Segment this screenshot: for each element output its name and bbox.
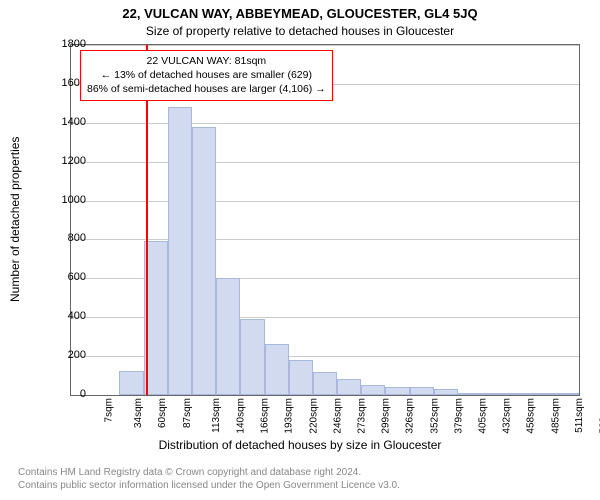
histogram-bar [313,372,337,395]
x-tick-label: 7sqm [104,398,115,422]
x-tick-label: 273sqm [357,398,368,434]
x-tick-label: 193sqm [284,398,295,434]
x-tick-label: 34sqm [133,398,144,428]
x-tick-label: 113sqm [211,398,222,433]
y-tick-label: 400 [46,310,86,322]
histogram-bar [434,389,458,395]
histogram-bar [385,387,409,395]
histogram-bar [361,385,385,395]
x-tick-label: 511sqm [574,398,585,433]
x-tick-label: 379sqm [453,398,464,434]
y-axis-label: Number of detached properties [8,136,22,301]
y-tick-label: 1000 [46,194,86,206]
x-tick-label: 432sqm [502,398,513,434]
annotation-line: 86% of semi-detached houses are larger (… [87,82,326,96]
x-tick-label: 60sqm [157,398,168,428]
histogram-bar [192,127,216,395]
footer-attribution: Contains HM Land Registry data © Crown c… [18,466,400,492]
x-tick-label: 485sqm [550,398,561,434]
y-tick-label: 200 [46,349,86,361]
y-tick-label: 1800 [46,38,86,50]
x-tick-label: 87sqm [182,398,193,428]
histogram-bar [531,393,555,395]
histogram-bar [410,387,434,395]
y-tick-label: 800 [46,232,86,244]
footer-line1: Contains HM Land Registry data © Crown c… [18,466,400,479]
x-tick-label: 220sqm [308,398,319,434]
histogram-bar [482,393,506,395]
histogram-bar [506,393,530,395]
x-tick-label: 352sqm [429,398,440,434]
histogram-bar [555,393,579,395]
x-tick-label: 140sqm [236,398,247,434]
x-tick-label: 405sqm [478,398,489,434]
annotation-line: 22 VULCAN WAY: 81sqm [87,54,326,68]
annotation-line: ← 13% of detached houses are smaller (62… [87,68,326,82]
x-axis-label: Distribution of detached houses by size … [0,438,600,452]
y-tick-label: 600 [46,271,86,283]
x-tick-label: 246sqm [332,398,343,434]
histogram-bar [240,319,264,395]
chart-title-main: 22, VULCAN WAY, ABBEYMEAD, GLOUCESTER, G… [0,6,600,21]
histogram-bar [168,107,192,395]
histogram-bar [337,379,361,395]
footer-line2: Contains public sector information licen… [18,479,400,492]
histogram-bar [289,360,313,395]
x-tick-label: 299sqm [381,398,392,434]
y-tick-label: 0 [46,388,86,400]
annotation-callout: 22 VULCAN WAY: 81sqm← 13% of detached ho… [80,50,333,101]
x-tick-label: 166sqm [260,398,271,434]
y-tick-label: 1200 [46,155,86,167]
histogram-bar [458,393,482,395]
y-tick-label: 1400 [46,116,86,128]
x-tick-label: 458sqm [526,398,537,434]
histogram-bar [265,344,289,395]
histogram-bar [216,278,240,395]
chart-title-sub: Size of property relative to detached ho… [0,24,600,38]
x-tick-label: 326sqm [405,398,416,434]
histogram-bar [119,371,143,395]
